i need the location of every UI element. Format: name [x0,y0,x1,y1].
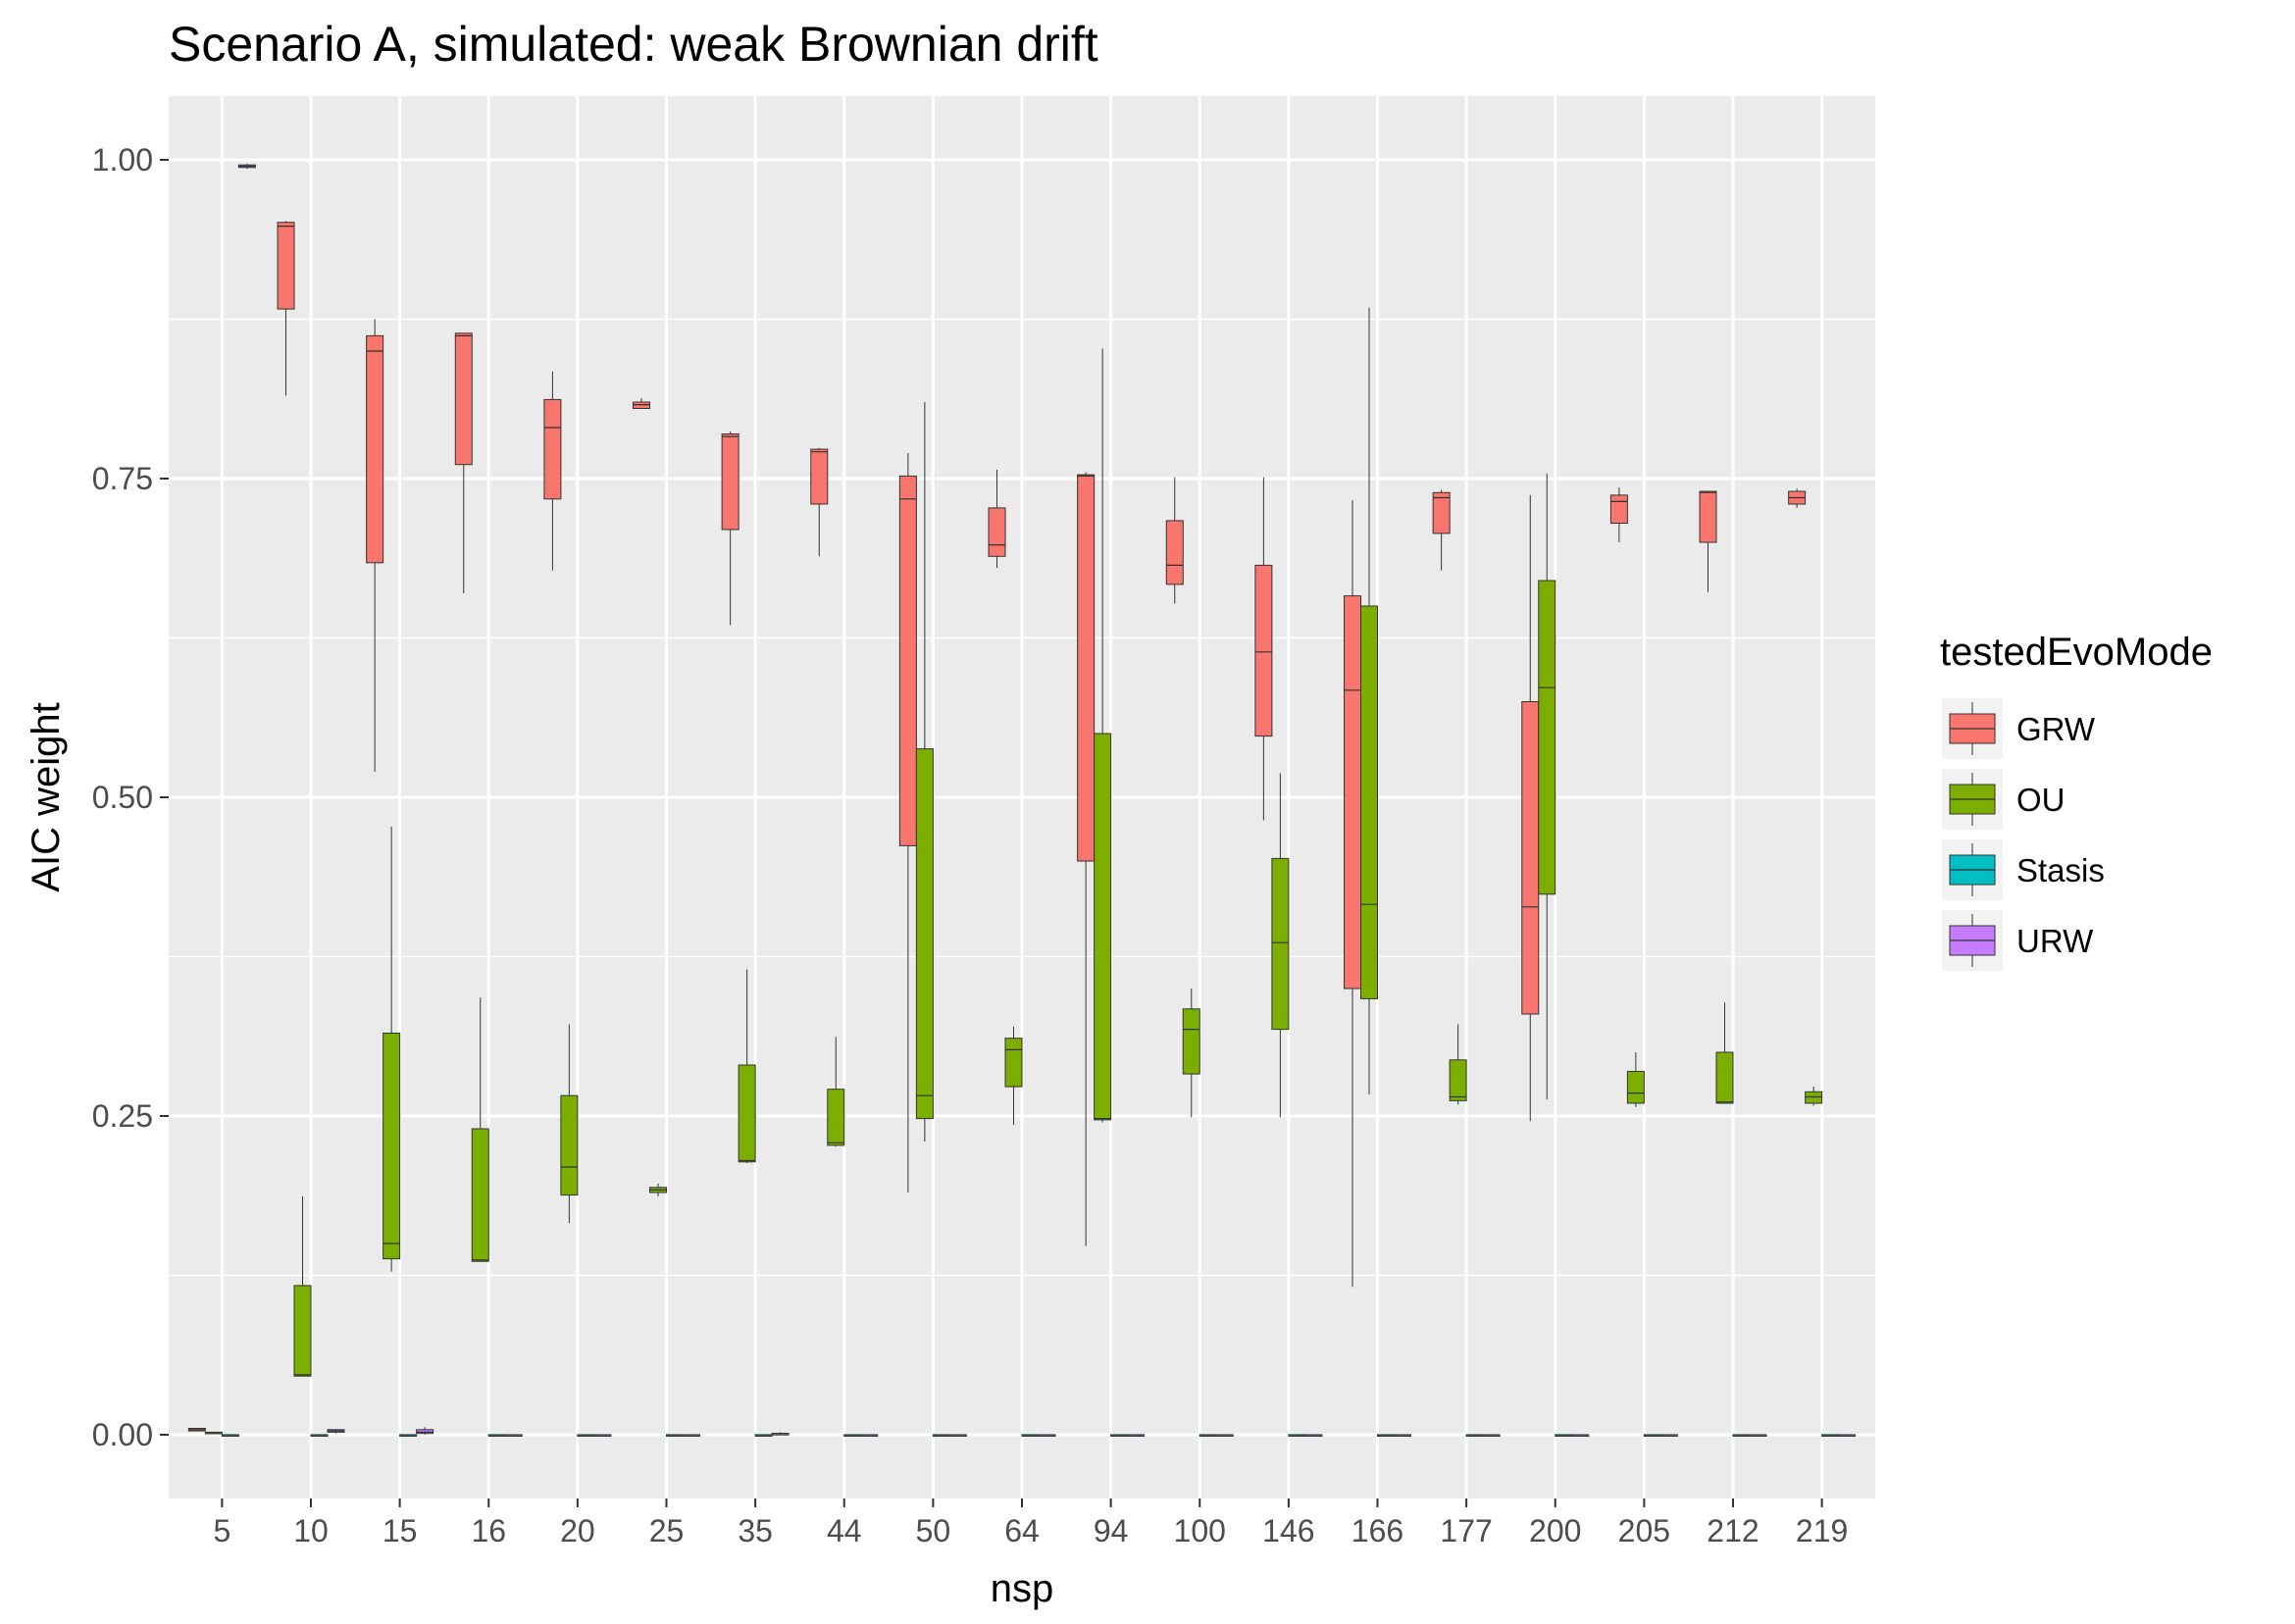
chart-title: Scenario A, simulated: weak Brownian dri… [169,17,1098,72]
legend: testedEvoMode GRW OU Stasis URW [1940,631,2213,971]
box-GRW-94 [1077,474,1096,862]
box-GRW-35 [721,433,740,531]
legend-label-Stasis: Stasis [2016,852,2105,888]
box-OU-16 [471,1128,489,1262]
x-tick-label: 64 [1004,1513,1040,1548]
box-GRW-25 [633,401,651,409]
x-tick-label: 44 [827,1513,862,1548]
box-OU-64 [1004,1038,1023,1088]
box-GRW-16 [454,332,473,466]
legend-item-GRW: GRW [1942,698,2096,759]
x-tick-label: 5 [213,1513,230,1548]
x-tick-label: 166 [1352,1513,1403,1548]
x-tick-label: 25 [649,1513,685,1548]
y-tick-label: 0.25 [92,1098,153,1134]
box-OU-219 [1805,1091,1823,1104]
x-tick-label: 10 [293,1513,329,1548]
x-tick-label: 20 [560,1513,595,1548]
legend-label-GRW: GRW [2016,711,2096,747]
x-tick-label: 100 [1174,1513,1226,1548]
major-gridlines [169,96,1875,1498]
box-OU-44 [827,1089,845,1146]
box-GRW-200 [1521,701,1540,1015]
box-OU-20 [560,1094,579,1196]
box-OU-15 [382,1033,401,1260]
box-GRW-146 [1254,564,1273,737]
y-axis-label: AIC weight [25,702,68,891]
box-GRW-212 [1699,490,1717,543]
box-OU-100 [1182,1008,1200,1075]
series-OU [204,307,1823,1435]
x-tick-label: 94 [1094,1513,1129,1548]
box-OU-166 [1360,605,1378,999]
box-OU-50 [915,748,934,1120]
box-OU-205 [1626,1071,1645,1104]
box-GRW-166 [1344,595,1362,990]
box-series-layer [187,163,1857,1437]
x-tick-label: 15 [382,1513,418,1548]
box-OU-10 [293,1285,312,1377]
box-OU-146 [1271,857,1290,1031]
legend-title: testedEvoMode [1940,631,2213,674]
x-tick-label: 35 [738,1513,773,1548]
legend-item-Stasis: Stasis [1942,839,2105,900]
y-tick-label: 0.75 [92,461,153,496]
legend-item-OU: OU [1942,769,2066,830]
box-OU-177 [1449,1059,1467,1101]
legend-item-URW: URW [1942,910,2094,971]
box-OU-94 [1094,733,1112,1121]
x-tick-label: 205 [1618,1513,1670,1548]
x-tick-label: 200 [1529,1513,1581,1548]
x-tick-label: 50 [916,1513,951,1548]
x-tick-label: 212 [1707,1513,1759,1548]
box-GRW-100 [1165,520,1184,585]
y-axis: 0.00 0.25 0.50 0.75 1.00 [92,142,169,1452]
box-GRW-205 [1609,494,1628,524]
y-tick-label: 1.00 [92,142,153,178]
box-OU-35 [738,1064,756,1163]
legend-items: GRW OU Stasis URW [1942,698,2105,971]
series-GRW [187,221,1807,1432]
box-GRW-177 [1432,491,1451,534]
series-URW [237,163,1857,1437]
box-GRW-64 [988,507,1006,557]
legend-label-URW: URW [2016,923,2094,959]
box-GRW-20 [543,398,562,500]
legend-label-OU: OU [2016,782,2066,818]
box-GRW-10 [277,222,295,310]
box-OU-212 [1715,1051,1734,1104]
x-tick-label: 16 [471,1513,506,1548]
box-OU-200 [1538,580,1556,895]
y-tick-label: 0.00 [92,1417,153,1452]
x-tick-label: 219 [1796,1513,1848,1548]
x-axis: 5 10 15 16 20 25 35 44 50 64 94 100 146 166 177 200 205 2… [213,1498,1848,1548]
x-tick-label: 146 [1262,1513,1314,1548]
box-GRW-44 [810,448,829,505]
x-axis-label: nsp [991,1567,1054,1610]
box-GRW-50 [898,475,917,846]
box-URW-15 [416,1429,434,1435]
x-tick-label: 177 [1440,1513,1492,1548]
box-GRW-15 [366,334,384,564]
y-tick-label: 0.50 [92,780,153,815]
